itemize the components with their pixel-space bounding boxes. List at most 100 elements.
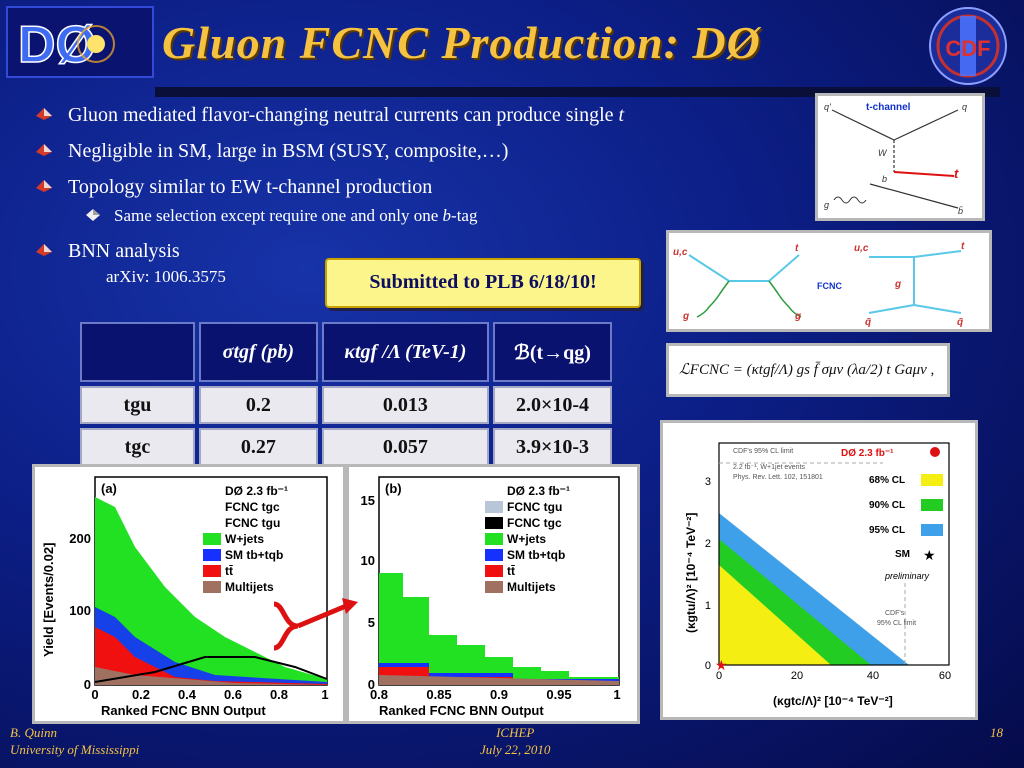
fcnc-diagrams: u,c t g g u,c t g q̄ q̄ FCNC: [666, 230, 992, 332]
y-tick: 0: [84, 677, 91, 692]
particle-label: q': [824, 102, 831, 112]
results-table: σtgf (pb) κtgf /Λ (TeV-1) ℬ(t→qg) tgu 0.…: [76, 318, 616, 470]
table-cell-sigma: 0.27: [198, 428, 318, 466]
header-divider: [155, 87, 1000, 97]
x-tick: 0.8: [370, 687, 388, 702]
y-tick: 100: [69, 603, 91, 618]
x-tick: 1: [321, 687, 328, 702]
particle-label: b̄: [958, 206, 963, 216]
table-cell-kappa: 0.013: [321, 386, 490, 424]
bullet-marker-icon: [36, 244, 52, 256]
footer-date: July 22, 2010: [480, 742, 551, 757]
sub-bullet-item: Same selection except require one and on…: [36, 205, 816, 227]
x-tick: 20: [791, 670, 803, 682]
sub-bullet-text: Same selection except require one and on…: [114, 206, 443, 225]
footer-conference: ICHEP July 22, 2010: [480, 724, 550, 758]
limit-cdf-label: CDF's: [885, 610, 905, 617]
table-cell-kappa: 0.057: [321, 428, 490, 466]
legend-entry: FCNC tgu: [225, 516, 280, 530]
footer-affiliation: University of Mississippi: [10, 742, 140, 757]
table-row: tgu 0.2 0.013 2.0×10-4: [80, 386, 612, 424]
panel-label: (b): [385, 481, 402, 496]
bullet-text: Gluon mediated flavor-changing neutral c…: [68, 104, 619, 126]
bullet-item: Gluon mediated flavor-changing neutral c…: [36, 103, 816, 127]
table-row: tgc 0.27 0.057 3.9×10-3: [80, 428, 612, 466]
x-tick: 1: [613, 687, 620, 702]
submitted-callout: Submitted to PLB 6/18/10!: [325, 258, 641, 308]
bullet-marker-icon: [36, 108, 52, 120]
bullet-text: Negligible in SM, large in BSM (SUSY, co…: [68, 140, 509, 162]
table-cell-sigma: 0.2: [198, 386, 318, 424]
y-tick: 15: [361, 493, 375, 508]
table-cell-br: 3.9×10-3: [493, 428, 612, 466]
cdf-logo-text: CDF: [945, 36, 990, 61]
bullet-text: BNN analysis: [68, 240, 180, 262]
footer-author-name: B. Quinn: [10, 725, 57, 740]
legend-entry: SM tb+tqb: [507, 548, 565, 562]
table-header-row: σtgf (pb) κtgf /Λ (TeV-1) ℬ(t→qg): [80, 322, 612, 382]
d0-logo: DØ: [6, 6, 154, 78]
bullet-item: Topology similar to EW t-channel product…: [36, 175, 816, 199]
bullet-item: BNN analysis: [36, 239, 816, 263]
table-header-kappa: κtgf /Λ (TeV-1): [321, 322, 490, 382]
legend-entry: SM tb+tqb: [225, 548, 283, 562]
particle-label: t: [961, 241, 965, 252]
bullet-text: Topology similar to EW t-channel product…: [68, 176, 433, 198]
y-tick: 5: [368, 615, 375, 630]
legend-entry: Multijets: [225, 580, 274, 594]
particle-label: q̄: [957, 317, 963, 328]
limit-preliminary-label: preliminary: [884, 571, 930, 581]
limit-legend-entry: 68% CL: [869, 475, 905, 486]
sub-bullet-italic: b: [442, 206, 452, 225]
fcnc-label: FCNC: [817, 281, 842, 291]
x-tick: 0.8: [270, 687, 288, 702]
lagrangian-equation: ℒFCNC = (κtgf/Λ) gs f̄ σμν (λa/2) t Gaμν…: [666, 343, 950, 397]
limit-cdf-label: 95% CL limit: [877, 620, 916, 627]
lagrangian-text: ℒFCNC = (κtgf/Λ) gs f̄ σμν (λa/2) t Gaμν…: [679, 362, 935, 378]
sm-star-icon: ★: [715, 657, 728, 673]
bnn-plot-b: (b) DØ 2.3 fb⁻¹ FCNC tgu FCNC tgc W+jets…: [346, 464, 640, 724]
particle-label: W: [878, 148, 888, 158]
footer-conference-name: ICHEP: [496, 725, 535, 740]
bullet-italic: t: [618, 104, 625, 126]
x-tick: 40: [867, 670, 879, 682]
x-tick: 0: [91, 687, 98, 702]
particle-label: q: [962, 102, 967, 112]
cdf-logo: CDF: [928, 6, 1008, 86]
particle-label: g: [824, 200, 829, 210]
y-tick: 0: [368, 677, 375, 692]
table-header-sigma: σtgf (pb): [198, 322, 318, 382]
limit-note: Phys. Rev. Lett. 102, 151801: [733, 474, 823, 481]
x-tick: 0.4: [178, 687, 197, 702]
particle-label: b: [882, 174, 887, 184]
footer-author: B. Quinn University of Mississippi: [10, 724, 139, 758]
y-axis-label: Yield [Events/0.02]: [41, 543, 56, 657]
t-channel-diagram: t-channel q' q W b t g b̄: [815, 93, 985, 221]
legend-entry: FCNC tgc: [507, 516, 562, 530]
x-tick: 0.85: [426, 687, 451, 702]
legend-entry: W+jets: [507, 532, 546, 546]
limit-legend-entry: 95% CL: [869, 525, 905, 536]
particle-label: q̄: [865, 317, 871, 328]
particle-label: g: [682, 311, 689, 322]
sub-bullet-text-after: -tag: [451, 206, 478, 225]
star-icon: ★: [923, 547, 936, 563]
particle-label: g: [794, 311, 801, 322]
x-tick: 0.9: [490, 687, 508, 702]
particle-label: u,c: [673, 247, 688, 258]
y-tick: 200: [69, 531, 91, 546]
y-tick: 10: [361, 553, 375, 568]
bullet-marker-icon: [36, 144, 52, 156]
bullet-list: Gluon mediated flavor-changing neutral c…: [36, 103, 816, 287]
particle-label: g: [894, 279, 901, 290]
x-tick: 0.2: [132, 687, 150, 702]
limit-legend-entry: 90% CL: [869, 500, 905, 511]
x-tick: 0: [716, 670, 722, 682]
limit-plot: CDF's 95% CL limit 2.2 fb⁻¹, W+1jet even…: [660, 420, 978, 720]
y-tick: 1: [705, 600, 711, 612]
slide-title: Gluon FCNC Production: DØ: [162, 17, 761, 68]
x-axis-label: Ranked FCNC BNN Output: [379, 703, 544, 718]
legend-entry: DØ 2.3 fb⁻¹: [225, 484, 288, 498]
legend-entry: FCNC tgc: [225, 500, 280, 514]
x-tick: 60: [939, 670, 951, 682]
